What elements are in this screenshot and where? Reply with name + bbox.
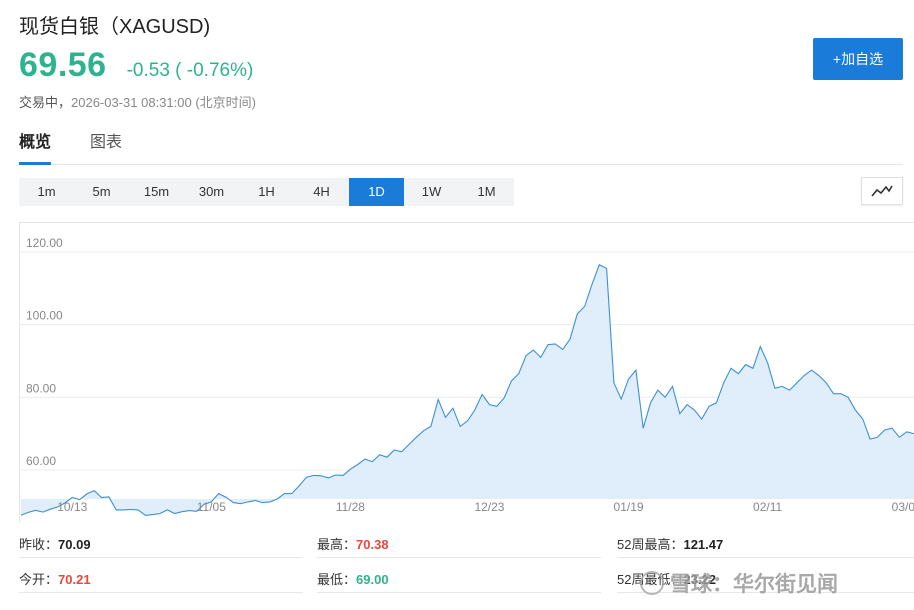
period-selector: 1m 5m 15m 30m 1H 4H 1D 1W 1M bbox=[19, 178, 514, 206]
stat-label: 今开： bbox=[19, 572, 59, 587]
period-button-1w[interactable]: 1W bbox=[421, 184, 442, 199]
line-chart-icon bbox=[871, 185, 893, 197]
stat-value: 70.38 bbox=[356, 537, 389, 552]
stat-item: 今开：70.21 bbox=[19, 563, 303, 593]
period-button-1m[interactable]: 1m bbox=[37, 184, 56, 199]
x-tick-label: 10/13 bbox=[57, 500, 87, 514]
stat-label: 昨收： bbox=[19, 537, 59, 552]
x-tick-label: 11/28 bbox=[336, 500, 365, 514]
watermark: 雪球：华尔街见闻 bbox=[640, 568, 838, 598]
stats-row: 昨收：70.09 最高：70.38 52周最高：121.47 bbox=[19, 528, 914, 558]
stat-label: 最低： bbox=[317, 572, 357, 587]
tab-overview[interactable]: 概览 bbox=[19, 131, 52, 165]
stat-value: 70.09 bbox=[58, 537, 91, 552]
period-button-1d[interactable]: 1D bbox=[349, 178, 404, 206]
stat-item: 最低：69.00 bbox=[317, 563, 601, 593]
x-tick-label: 02/11 bbox=[753, 500, 782, 514]
x-tick-label: 12/23 bbox=[474, 500, 504, 514]
view-tabs: 概览 图表 bbox=[19, 131, 903, 165]
y-tick-label: 60.00 bbox=[26, 454, 56, 468]
x-tick-label: 01/19 bbox=[614, 500, 644, 514]
stats-row: 今开：70.21 最低：69.00 52周最低：23.22 bbox=[19, 563, 914, 593]
y-tick-label: 100.00 bbox=[26, 309, 63, 323]
stat-value: 23.22 bbox=[683, 572, 717, 587]
price-chart[interactable]: 120.00 100.00 80.00 60.00 10/13 11/05 11/28 12/… bbox=[19, 222, 914, 522]
period-button-30m[interactable]: 30m bbox=[198, 184, 225, 199]
trading-status: 交易中，2026-03-31 08:31:00 (北京时间) bbox=[19, 92, 256, 111]
x-tick-label: 11/05 bbox=[197, 500, 226, 514]
timestamp: 2026-03-31 08:31:00 (北京时间) bbox=[71, 95, 256, 110]
period-button-5m[interactable]: 5m bbox=[92, 184, 111, 199]
price-change: -0.53 ( -0.76%) bbox=[126, 60, 254, 81]
period-button-1h[interactable]: 1H bbox=[258, 184, 275, 199]
status-label: 交易中， bbox=[19, 95, 72, 110]
stat-value: 70.21 bbox=[58, 572, 91, 587]
snowball-logo-icon bbox=[640, 571, 664, 595]
period-button-1m[interactable]: 1M bbox=[477, 184, 496, 199]
add-to-watchlist-button[interactable]: +加自选 bbox=[813, 38, 903, 80]
stat-label: 52周最高： bbox=[617, 537, 684, 552]
stat-item: 昨收：70.09 bbox=[19, 528, 303, 558]
period-button-15m[interactable]: 15m bbox=[143, 184, 170, 199]
y-tick-label: 120.00 bbox=[26, 236, 63, 250]
instrument-title: 现货白银（XAGUSD) bbox=[19, 16, 211, 38]
stat-value: 121.47 bbox=[683, 537, 724, 552]
chart-type-toggle[interactable] bbox=[861, 177, 903, 205]
period-button-4h[interactable]: 4H bbox=[313, 184, 330, 199]
price-row: 69.56 -0.53 ( -0.76%) bbox=[19, 46, 253, 85]
stat-value: 69.00 bbox=[356, 572, 389, 587]
stat-item: 52周最高：121.47 bbox=[617, 528, 914, 558]
price-line bbox=[20, 264, 914, 516]
last-price: 69.56 bbox=[19, 46, 107, 84]
stat-label: 最高： bbox=[317, 537, 357, 552]
stat-item: 最高：70.38 bbox=[317, 528, 601, 558]
price-area bbox=[21, 264, 914, 516]
x-tick-label: 03/06 bbox=[892, 500, 914, 514]
y-tick-label: 80.00 bbox=[26, 381, 56, 395]
watermark-text: 雪球：华尔街见闻 bbox=[670, 573, 838, 596]
price-chart-svg: 120.00 100.00 80.00 60.00 10/13 11/05 11/28 12/… bbox=[20, 236, 914, 516]
tab-chart[interactable]: 图表 bbox=[90, 134, 123, 151]
